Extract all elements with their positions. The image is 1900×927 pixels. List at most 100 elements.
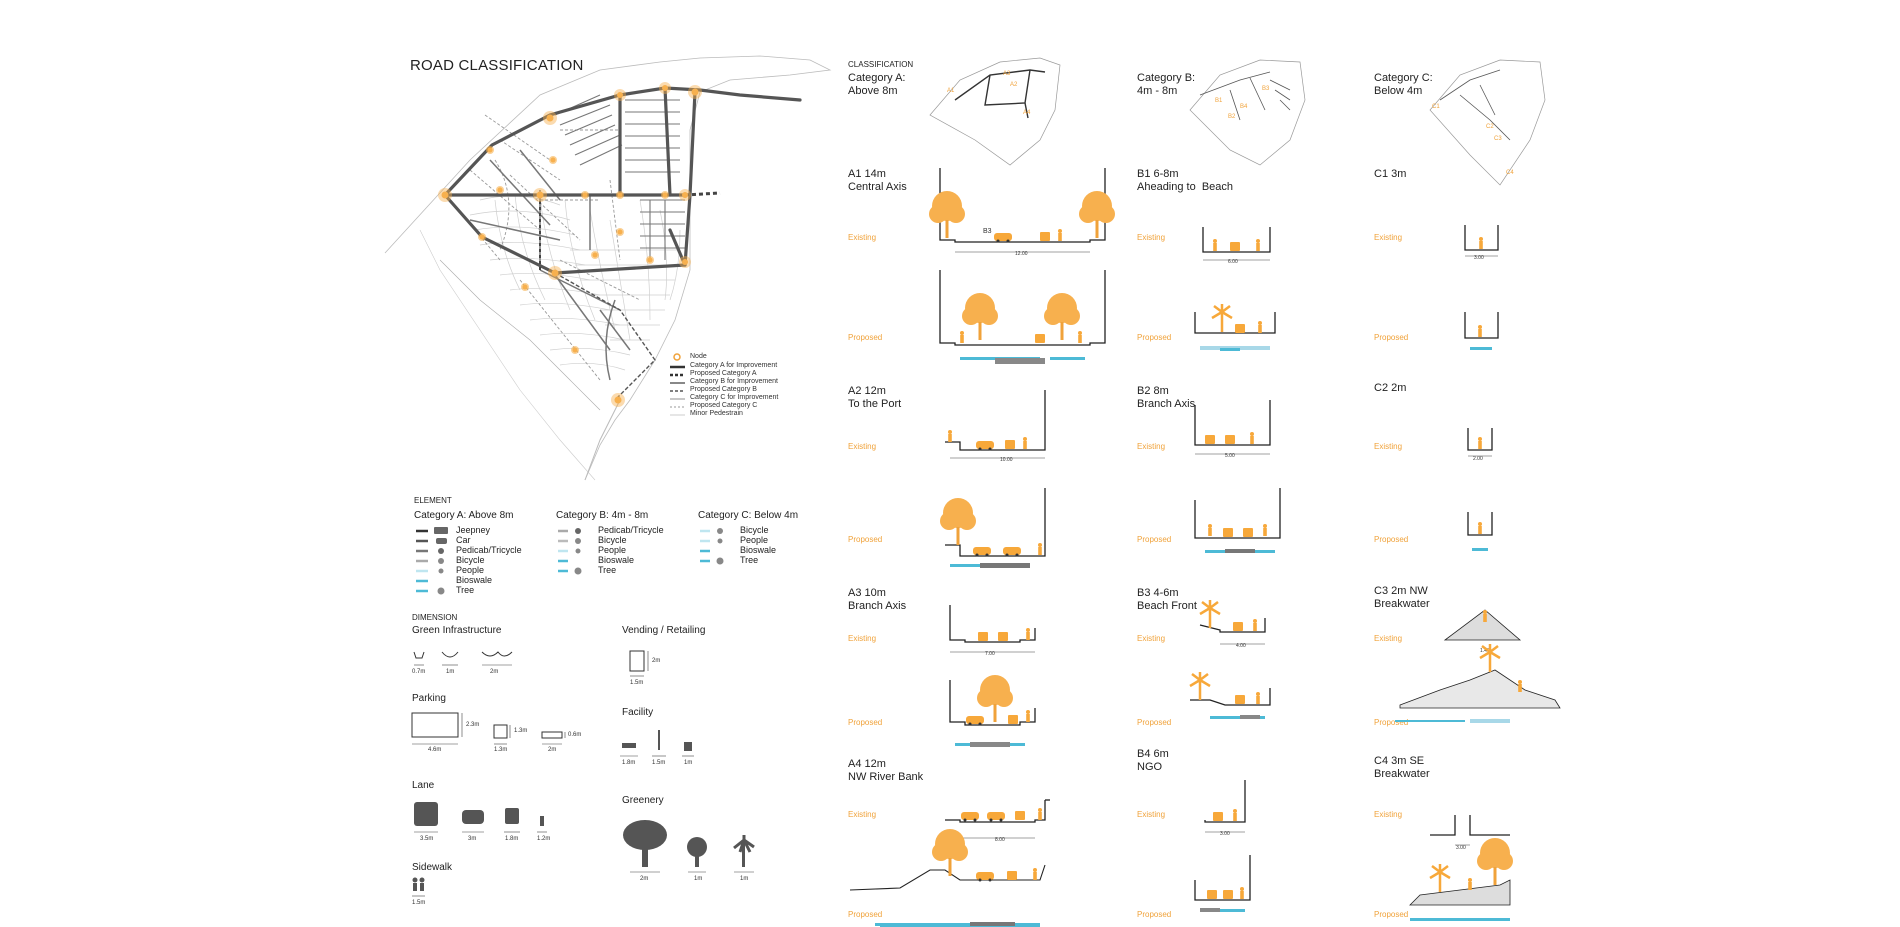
element-cat-b-title: Category B: 4m - 8m <box>556 510 649 521</box>
tag-b1-existing: Existing <box>1137 233 1166 242</box>
a3-dim: 7.00 <box>985 651 995 657</box>
section-b1-title: B1 6-8m Aheading to Beach <box>1137 168 1234 193</box>
dim-parking-1: 2.3m <box>466 722 480 728</box>
cat-b-item-bioswale: Bioswale <box>598 555 635 565</box>
b4-dim: 3.00 <box>1220 831 1230 837</box>
b2-dim: 5.00 <box>1225 453 1235 459</box>
dim-parking-4: 2m <box>548 747 557 753</box>
keymap-label-a4: A4 <box>1023 110 1031 116</box>
section-a1-title: A1 14m Central Axis <box>848 168 907 193</box>
keymap-label-b4: B4 <box>1240 104 1248 110</box>
tag-c3-existing: Existing <box>1374 634 1403 643</box>
dim-green-2: 2m <box>490 669 499 675</box>
cat-b-item-bicycle: Bicycle <box>598 535 627 545</box>
dim-vending-0: 2m <box>652 658 661 664</box>
keymap-label-b3: B3 <box>1262 86 1270 92</box>
a4-dim: 8.00 <box>995 837 1005 843</box>
green-infra-title: Green Infrastructure <box>412 625 502 636</box>
c2-dim: 2.00 <box>1473 456 1483 462</box>
section-c3-title: C3 2m NW Breakwater <box>1374 585 1430 610</box>
dim-lane-3: 1.2m <box>537 836 551 842</box>
tag-c2-existing: Existing <box>1374 442 1403 451</box>
tag-a3-existing: Existing <box>848 634 877 643</box>
dim-lane-0: 3.5m <box>420 836 434 842</box>
section-c2-title: C2 2m <box>1374 382 1407 394</box>
legend-cat-a-proposed: Proposed Category A <box>690 370 757 377</box>
dim-greenery-2: 1m <box>740 876 749 882</box>
tag-a2-proposed: Proposed <box>848 535 883 544</box>
b3-dim: 4.00 <box>1236 643 1246 649</box>
keymap-label-a3: A3 <box>1003 71 1011 77</box>
classification-cat-b: Category B: 4m - 8m <box>1137 72 1196 97</box>
cat-c-item-tree: Tree <box>740 555 759 565</box>
legend-cat-b-proposed: Proposed Category B <box>690 386 757 393</box>
c3-dim: 1.40 <box>1480 648 1490 654</box>
cat-a-item-pedicab: Pedicab/Tricycle <box>456 545 522 555</box>
section-c4-title: C4 3m SE Breakwater <box>1374 755 1430 780</box>
section-b4-title: B4 6m NGO <box>1137 748 1169 773</box>
cat-a-item-car: Car <box>456 535 471 545</box>
tag-c4-existing: Existing <box>1374 810 1403 819</box>
dim-facility-1: 1.5m <box>652 760 666 766</box>
tag-c1-proposed: Proposed <box>1374 333 1409 342</box>
tag-b3-existing: Existing <box>1137 634 1166 643</box>
dim-lane-2: 1.8m <box>505 836 519 842</box>
tag-b4-existing: Existing <box>1137 810 1166 819</box>
dim-vending-1: 1.5m <box>630 680 644 686</box>
cat-c-item-bicycle: Bicycle <box>740 525 769 535</box>
keymap-label-c4: C4 <box>1506 170 1514 176</box>
lane-title: Lane <box>412 780 435 791</box>
tag-b4-proposed: Proposed <box>1137 910 1172 919</box>
cat-a-item-jeepney: Jeepney <box>456 525 491 535</box>
cat-b-item-people: People <box>598 545 627 555</box>
legend-cat-c-improve: Category C for Improvement <box>690 394 779 401</box>
a1-dim: 12.00 <box>1015 251 1028 257</box>
dim-parking-2: 1.3m <box>494 747 508 753</box>
dim-parking-0: 4.6m <box>428 747 442 753</box>
page-title: ROAD CLASSIFICATION <box>410 57 584 74</box>
legend-cat-a-improve: Category A for Improvement <box>690 362 778 369</box>
cat-a-item-bioswale: Bioswale <box>456 575 493 585</box>
cat-b-item-pedicab: Pedicab/Tricycle <box>598 525 664 535</box>
dim-greenery-1: 1m <box>694 876 703 882</box>
dim-sidewalk-0: 1.5m <box>412 900 426 906</box>
tag-a1-proposed: Proposed <box>848 333 883 342</box>
cat-a-item-tree: Tree <box>456 585 475 595</box>
greenery-title: Greenery <box>622 795 664 806</box>
cat-a-item-people: People <box>456 565 485 575</box>
legend-node: Node <box>690 353 707 360</box>
keymap-label-b1: B1 <box>1215 98 1223 104</box>
tag-c1-existing: Existing <box>1374 233 1403 242</box>
dim-facility-2: 1m <box>684 760 693 766</box>
cat-b-item-tree: Tree <box>598 565 617 575</box>
section-a4-title: A4 12m NW River Bank <box>848 758 924 783</box>
tag-b2-proposed: Proposed <box>1137 535 1172 544</box>
cat-c-item-people: People <box>740 535 769 545</box>
tag-c3-proposed: Proposed <box>1374 718 1409 727</box>
classification-cat-a: Category A: Above 8m <box>848 72 906 97</box>
parking-title: Parking <box>412 693 446 704</box>
c4-dim: 3.00 <box>1456 845 1466 851</box>
element-cat-c-title: Category C: Below 4m <box>698 510 799 521</box>
tag-a1-existing: Existing <box>848 233 877 242</box>
keymap-label-a2: A2 <box>1010 82 1018 88</box>
a2-dim: 10.00 <box>1000 457 1013 463</box>
tag-a3-proposed: Proposed <box>848 718 883 727</box>
b1-dim: 6.00 <box>1228 259 1238 265</box>
dim-facility-0: 1.8m <box>622 760 636 766</box>
cat-a-item-bicycle: Bicycle <box>456 555 485 565</box>
dim-parking-3: 1.3m <box>514 728 528 734</box>
a1-b3-label: B3 <box>983 228 992 235</box>
tag-b1-proposed: Proposed <box>1137 333 1172 342</box>
section-c1-title: C1 3m <box>1374 168 1407 180</box>
tag-b2-existing: Existing <box>1137 442 1166 451</box>
c1-dim: 3.00 <box>1474 255 1484 261</box>
section-a3-title: A3 10m Branch Axis <box>848 587 907 612</box>
legend-cat-c-proposed: Proposed Category C <box>690 402 758 409</box>
tag-c4-proposed: Proposed <box>1374 910 1409 919</box>
